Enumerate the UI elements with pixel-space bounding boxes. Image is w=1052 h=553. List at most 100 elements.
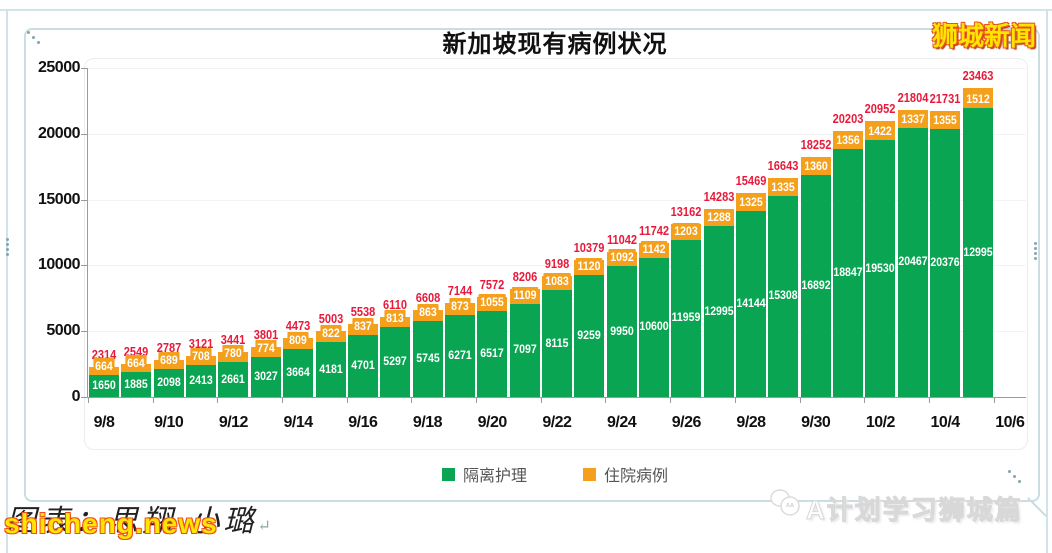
bar-total-label: 7144 xyxy=(447,283,473,298)
document-border-left xyxy=(6,9,8,553)
bar-orange-label: 813 xyxy=(384,310,406,327)
bar-green-segment[interactable] xyxy=(541,290,572,397)
bar-total-label: 3801 xyxy=(253,327,279,342)
bar-green-segment[interactable] xyxy=(930,128,961,397)
bar-orange-label: 1203 xyxy=(672,222,700,239)
bar-green-segment[interactable] xyxy=(865,140,896,397)
x-tick xyxy=(476,398,477,403)
bar-green-segment[interactable] xyxy=(315,342,346,397)
gridline xyxy=(88,133,1026,135)
x-tick-label: 9/8 xyxy=(93,414,115,431)
bar-green-segment[interactable] xyxy=(444,314,475,397)
bar-green-segment[interactable] xyxy=(347,335,378,397)
bar-green-label: 12995 xyxy=(962,244,993,259)
gridline xyxy=(88,68,1026,69)
bar-total-label: 11742 xyxy=(638,222,670,238)
bar-green-segment[interactable] xyxy=(250,357,281,397)
bar-green-segment[interactable] xyxy=(800,174,831,397)
watermark-text: shicheng.news xyxy=(4,508,218,539)
bar-green-label: 4181 xyxy=(318,361,343,376)
legend-swatch-orange xyxy=(583,467,596,481)
bar-green-segment[interactable] xyxy=(768,195,799,397)
x-tick xyxy=(411,398,413,403)
bar-green-segment[interactable] xyxy=(218,362,249,397)
x-tick-label: 9/16 xyxy=(348,414,378,431)
bar-green-segment[interactable] xyxy=(574,275,605,397)
bar-orange-label: 822 xyxy=(319,325,342,341)
bar-orange-label: 1109 xyxy=(511,286,538,303)
bar-orange-label: 664 xyxy=(93,358,115,375)
chart-object-frame[interactable] xyxy=(24,28,1040,502)
bar-green-segment[interactable] xyxy=(606,266,637,397)
x-tick-label: 9/14 xyxy=(283,414,314,431)
x-tick xyxy=(670,398,672,403)
bar-orange-label: 1120 xyxy=(576,258,603,275)
bar-orange-label: 1325 xyxy=(737,193,765,210)
resize-handle-right[interactable] xyxy=(1034,242,1037,245)
bar-green-segment[interactable] xyxy=(412,321,443,397)
bar-total-label: 21731 xyxy=(929,91,961,106)
bar-orange-label: 664 xyxy=(125,355,147,372)
bar-green-segment[interactable] xyxy=(897,127,928,397)
bar-total-label: 6608 xyxy=(415,290,440,305)
bar-green-label: 12995 xyxy=(703,303,734,318)
bar-green-segment[interactable] xyxy=(639,257,669,397)
y-tick-label: 10000 xyxy=(38,256,81,274)
bar-total-label: 5003 xyxy=(318,311,343,327)
bar-green-segment[interactable] xyxy=(703,226,734,397)
x-axis-line xyxy=(87,397,1026,398)
y-tick-label: 20000 xyxy=(38,124,81,142)
bar-orange-label: 1355 xyxy=(931,111,959,128)
bar-total-label: 3441 xyxy=(221,331,246,347)
bar-green-segment[interactable] xyxy=(671,239,702,397)
bar-green-label: 11959 xyxy=(671,310,701,325)
bar-green-segment[interactable] xyxy=(380,327,411,397)
bar-green-segment[interactable] xyxy=(283,348,314,397)
x-tick-label: 9/22 xyxy=(542,414,572,431)
bar-green-segment[interactable] xyxy=(186,365,217,397)
legend-item-isolation: 隔离护理 xyxy=(441,462,527,486)
x-tick-label: 10/4 xyxy=(930,414,961,431)
bar-green-segment[interactable] xyxy=(833,149,864,397)
plot-area-border xyxy=(84,58,1028,450)
x-tick xyxy=(864,398,866,403)
bar-total-label: 10379 xyxy=(573,240,605,256)
resize-handle-top-left[interactable] xyxy=(27,31,30,34)
bar-green-segment[interactable] xyxy=(962,108,993,397)
bar-orange-label: 863 xyxy=(416,304,439,321)
x-tick-label: 9/20 xyxy=(477,414,508,431)
y-tick xyxy=(81,68,87,69)
bar-green-label: 5297 xyxy=(383,354,407,369)
bar-green-segment[interactable] xyxy=(89,375,119,397)
bar-orange-label: 1142 xyxy=(640,240,668,257)
bar-total-label: 4473 xyxy=(285,318,311,334)
return-mark: ↵ xyxy=(257,516,271,535)
bar-total-label: 23463 xyxy=(962,68,993,84)
bar-total-label: 20952 xyxy=(865,101,896,117)
bar-orange-label: 1337 xyxy=(899,110,927,127)
gridline xyxy=(88,265,1026,267)
bar-total-label: 2549 xyxy=(124,343,149,359)
x-tick-label: 9/10 xyxy=(154,414,184,431)
y-axis-line xyxy=(87,68,88,398)
bar-green-segment[interactable] xyxy=(477,311,508,397)
bar-green-label: 14144 xyxy=(736,295,766,310)
x-tick-label: 9/12 xyxy=(218,414,249,431)
legend-item-hospital: 住院病例 xyxy=(583,462,668,486)
bar-green-label: 6517 xyxy=(480,346,504,361)
x-tick xyxy=(799,398,801,403)
bar-orange-label: 774 xyxy=(255,340,277,357)
bar-green-label: 4701 xyxy=(351,358,375,373)
brand-logo-text: 狮城新闻 xyxy=(931,21,1036,51)
bar-green-segment[interactable] xyxy=(509,303,540,397)
bar-green-label: 8115 xyxy=(545,335,569,350)
bar-green-label: 10600 xyxy=(639,319,669,334)
x-tick xyxy=(152,398,154,403)
bar-green-segment[interactable] xyxy=(736,210,766,397)
bar-green-segment[interactable] xyxy=(153,369,184,397)
bar-green-label: 1650 xyxy=(92,378,116,393)
resize-handle-left[interactable] xyxy=(6,238,9,241)
bar-green-segment[interactable] xyxy=(121,372,152,397)
y-tick xyxy=(81,265,87,267)
